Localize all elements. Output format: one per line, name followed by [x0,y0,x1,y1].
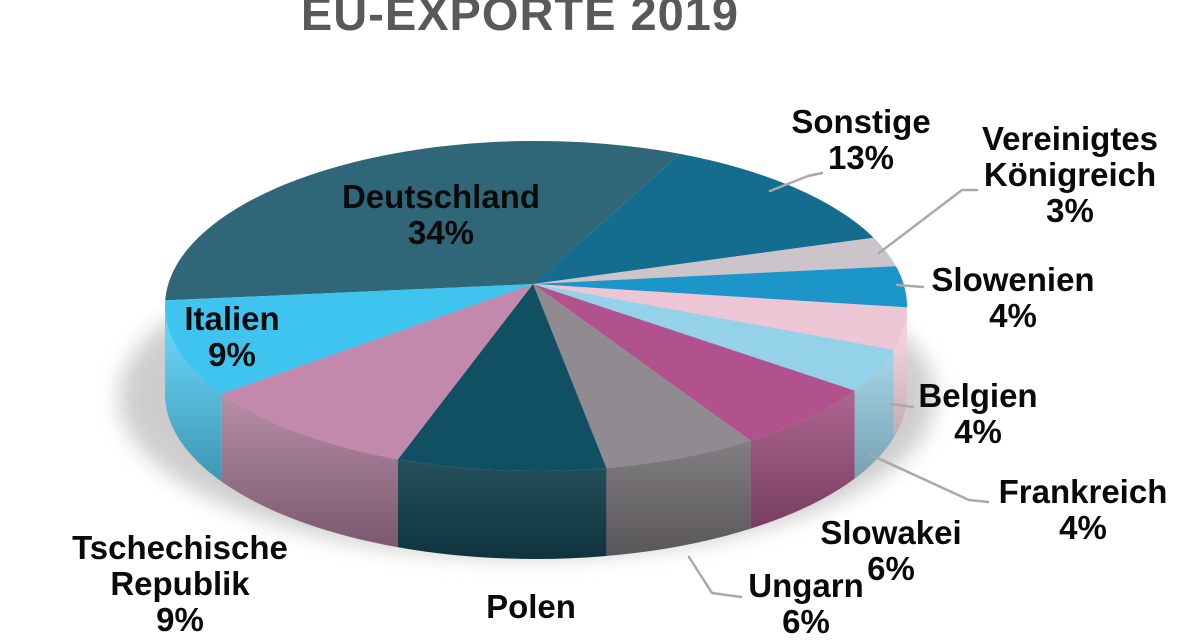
slice-name: Italien [184,300,279,337]
slice-pct: 9% [184,337,279,373]
slice-pct: 4% [931,298,1094,334]
chart-title: EU-EXPORTE 2019 [301,0,739,41]
slice-name: Ungarn [748,567,864,604]
slice-name: Frankreich [999,473,1168,510]
slice-name: Belgien [918,377,1037,414]
slice-label-vereinigtes-koenigreich: Vereinigtes Königreich 3% [940,121,1200,229]
slice-pct: 6% [748,604,864,640]
slice-name: Deutschland [342,178,540,215]
slice-pct: 13% [791,140,930,176]
slice-name: Slowakei [820,514,961,551]
slice-label-frankreich: Frankreich 4% [999,474,1168,546]
leader-line-ungarn [689,557,741,597]
pie-rim-polen [398,459,606,559]
slice-label-italien: Italien 9% [184,301,279,373]
slice-label-ungarn: Ungarn 6% [748,568,864,640]
slice-pct: 9% [40,602,320,638]
slice-pct: 4% [999,510,1168,546]
slice-name: Polen [486,588,576,625]
slice-label-belgien: Belgien 4% [918,378,1037,450]
slice-name: Slowenien [931,261,1094,298]
slice-name: Vereinigtes Königreich [982,120,1158,193]
slice-name: Tschechische Republik [72,529,288,602]
leader-line-frankreich [871,455,988,502]
slice-name: Sonstige [791,103,930,140]
slice-label-tschechische-republik: Tschechische Republik 9% [40,530,320,638]
slice-label-polen: Polen [486,589,576,625]
slice-label-slowenien: Slowenien 4% [931,262,1094,334]
slice-pct: 34% [342,215,540,251]
slice-label-deutschland: Deutschland 34% [342,179,540,251]
slice-pct: 3% [940,193,1200,229]
slice-pct: 4% [918,414,1037,450]
slice-label-sonstige: Sonstige 13% [791,104,930,176]
